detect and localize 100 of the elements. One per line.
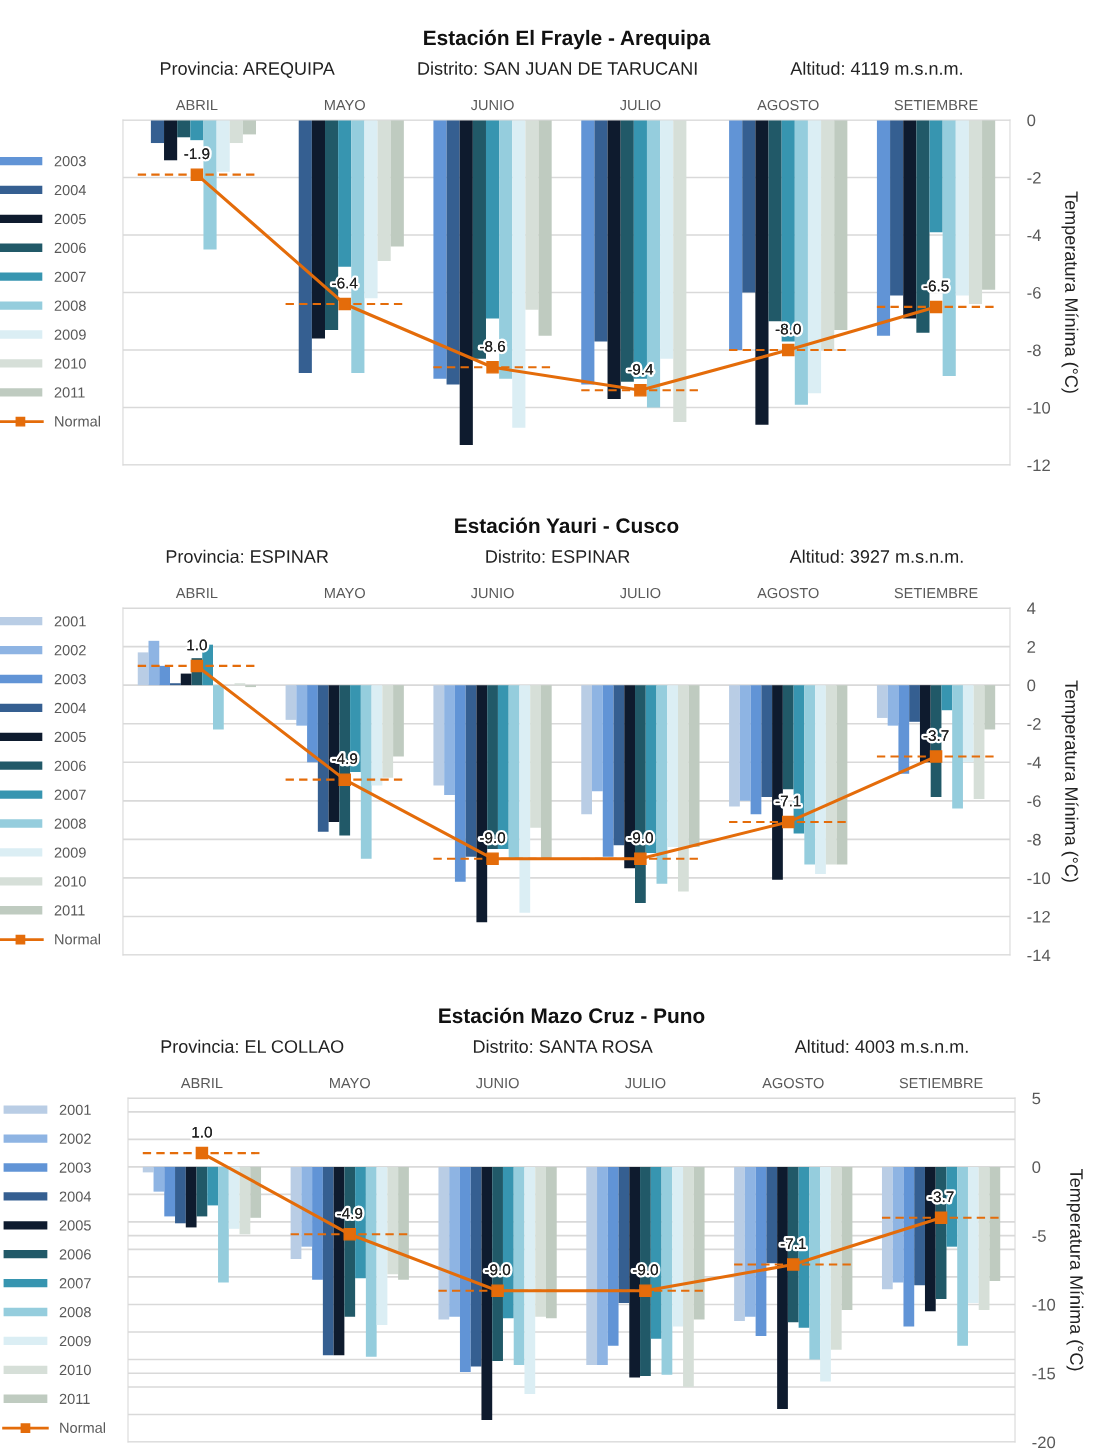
text: Provincia: AREQUIPA [160, 61, 335, 79]
y-tick-label: -6 [1027, 795, 1041, 808]
legend-label: 2007 [54, 789, 86, 800]
bar [836, 685, 848, 865]
y-axis-title: Temperatura Mínima (°C) [1061, 680, 1079, 882]
legend-label: 2007 [59, 1278, 91, 1289]
point [634, 852, 647, 865]
bar [962, 685, 974, 763]
y-tick-label: 2 [1027, 641, 1036, 653]
point [781, 815, 795, 829]
y-tick-label: -8 [1027, 344, 1041, 357]
bar [159, 665, 170, 686]
y-tick-label: -2 [1027, 171, 1041, 184]
bar [592, 685, 603, 792]
x-tick-label: JULIO [619, 587, 661, 599]
chart-title: Estación Mazo Cruz - Puno [439, 1007, 705, 1024]
y-tick-label: 0 [1027, 114, 1036, 127]
point [190, 659, 204, 673]
text: Distrito: ESPINAR [486, 549, 630, 563]
data-label: -9.0 [485, 1264, 511, 1276]
data-label: -3.7 [923, 730, 949, 741]
chart-title: Estación Yauri - Cusco [455, 517, 679, 534]
x-tick-label: JUNIO [470, 587, 514, 599]
y-tick-label: -10 [1032, 1298, 1056, 1311]
legend-label: 2004 [54, 702, 86, 714]
legend-label: 2010 [59, 1364, 91, 1376]
y-tick-label: -12 [1027, 910, 1050, 923]
text: Distrito: SAN JUAN DE TARUCANI [418, 61, 697, 75]
legend-label: 2001 [54, 616, 86, 627]
legend-label: 2008 [59, 1307, 91, 1318]
legend-label: 2003 [59, 1162, 91, 1173]
x-tick-label: ABRIL [175, 100, 218, 111]
legend-label: 2002 [54, 645, 86, 656]
x-tick-label: MAYO [324, 99, 365, 111]
point [338, 297, 351, 311]
legend-label: Normal [55, 933, 100, 945]
legend-label: 2011 [54, 905, 85, 916]
point [639, 1284, 652, 1297]
legend-label: 2008 [54, 818, 86, 829]
bar [581, 685, 593, 815]
data-label: -4.9 [337, 1207, 363, 1219]
point [787, 1258, 800, 1271]
y-tick-label: -10 [1027, 401, 1051, 414]
y-tick-label: 0 [1027, 679, 1036, 692]
y-tick-label: -15 [1032, 1367, 1056, 1380]
bar [317, 685, 329, 832]
y-tick-label: -2 [1027, 718, 1041, 730]
legend-label: Normal [55, 415, 100, 427]
bar [285, 685, 297, 720]
data-label: -7.1 [775, 795, 801, 807]
x-tick-label: ABRIL [175, 588, 218, 599]
text: Altitud: 3927 m.s.n.m. [789, 549, 963, 563]
bar [519, 685, 531, 913]
point [343, 1228, 357, 1241]
text: Altitud: 4119 m.s.n.m. [790, 61, 962, 75]
y-tick-label: -5 [1032, 1230, 1046, 1242]
bar [815, 685, 826, 875]
bar [465, 685, 477, 857]
legend-label: 2004 [59, 1191, 92, 1202]
x-tick-label: AGOSTO [757, 587, 819, 599]
x-tick-label: JUNIO [470, 99, 514, 111]
point [491, 1284, 504, 1297]
text: Provincia: ESPINAR [166, 549, 329, 563]
legend-label: 2005 [54, 731, 86, 743]
legend-label: 2004 [54, 184, 86, 196]
point [934, 1211, 948, 1225]
bar [941, 685, 953, 711]
y-tick-label: -6 [1027, 286, 1041, 299]
point [929, 300, 943, 314]
legend-label: 2010 [54, 876, 86, 887]
y-tick-label: 0 [1032, 1161, 1041, 1174]
bar [180, 673, 192, 686]
legend-label: Normal [60, 1422, 106, 1433]
data-label: 1.0 [187, 639, 207, 651]
x-tick-label: JUNIO [475, 1077, 519, 1089]
y-tick-label: -14 [1027, 949, 1051, 962]
data-label: -4.9 [332, 753, 358, 765]
bar [688, 685, 700, 848]
bar [876, 685, 888, 718]
bar [750, 685, 762, 815]
bar [371, 685, 383, 786]
legend-label: 2006 [54, 760, 86, 772]
y-tick-label: -4 [1027, 229, 1041, 242]
bar [307, 685, 318, 763]
legend-label: 2002 [59, 1133, 91, 1144]
data-label: -9.0 [480, 832, 506, 844]
y-tick-label: -8 [1027, 833, 1041, 846]
y-axis-title: Temperatura Mínima (°C) [1066, 1169, 1084, 1371]
x-tick-label: MAYO [324, 587, 365, 599]
legend-label: 2003 [54, 156, 86, 167]
bar [508, 685, 520, 859]
legend-label: 2011 [54, 387, 85, 398]
x-tick-label: ABRIL [180, 1078, 223, 1089]
bar [804, 685, 816, 865]
text: Provincia: EL COLLAO [161, 1039, 344, 1053]
chart-title: Estación El Frayle - Arequipa [424, 29, 711, 50]
legend-label: 2008 [54, 300, 86, 311]
legend-label: 2010 [54, 358, 86, 369]
legend-label: 2011 [59, 1393, 90, 1405]
x-tick-label: AGOSTO [757, 99, 819, 111]
